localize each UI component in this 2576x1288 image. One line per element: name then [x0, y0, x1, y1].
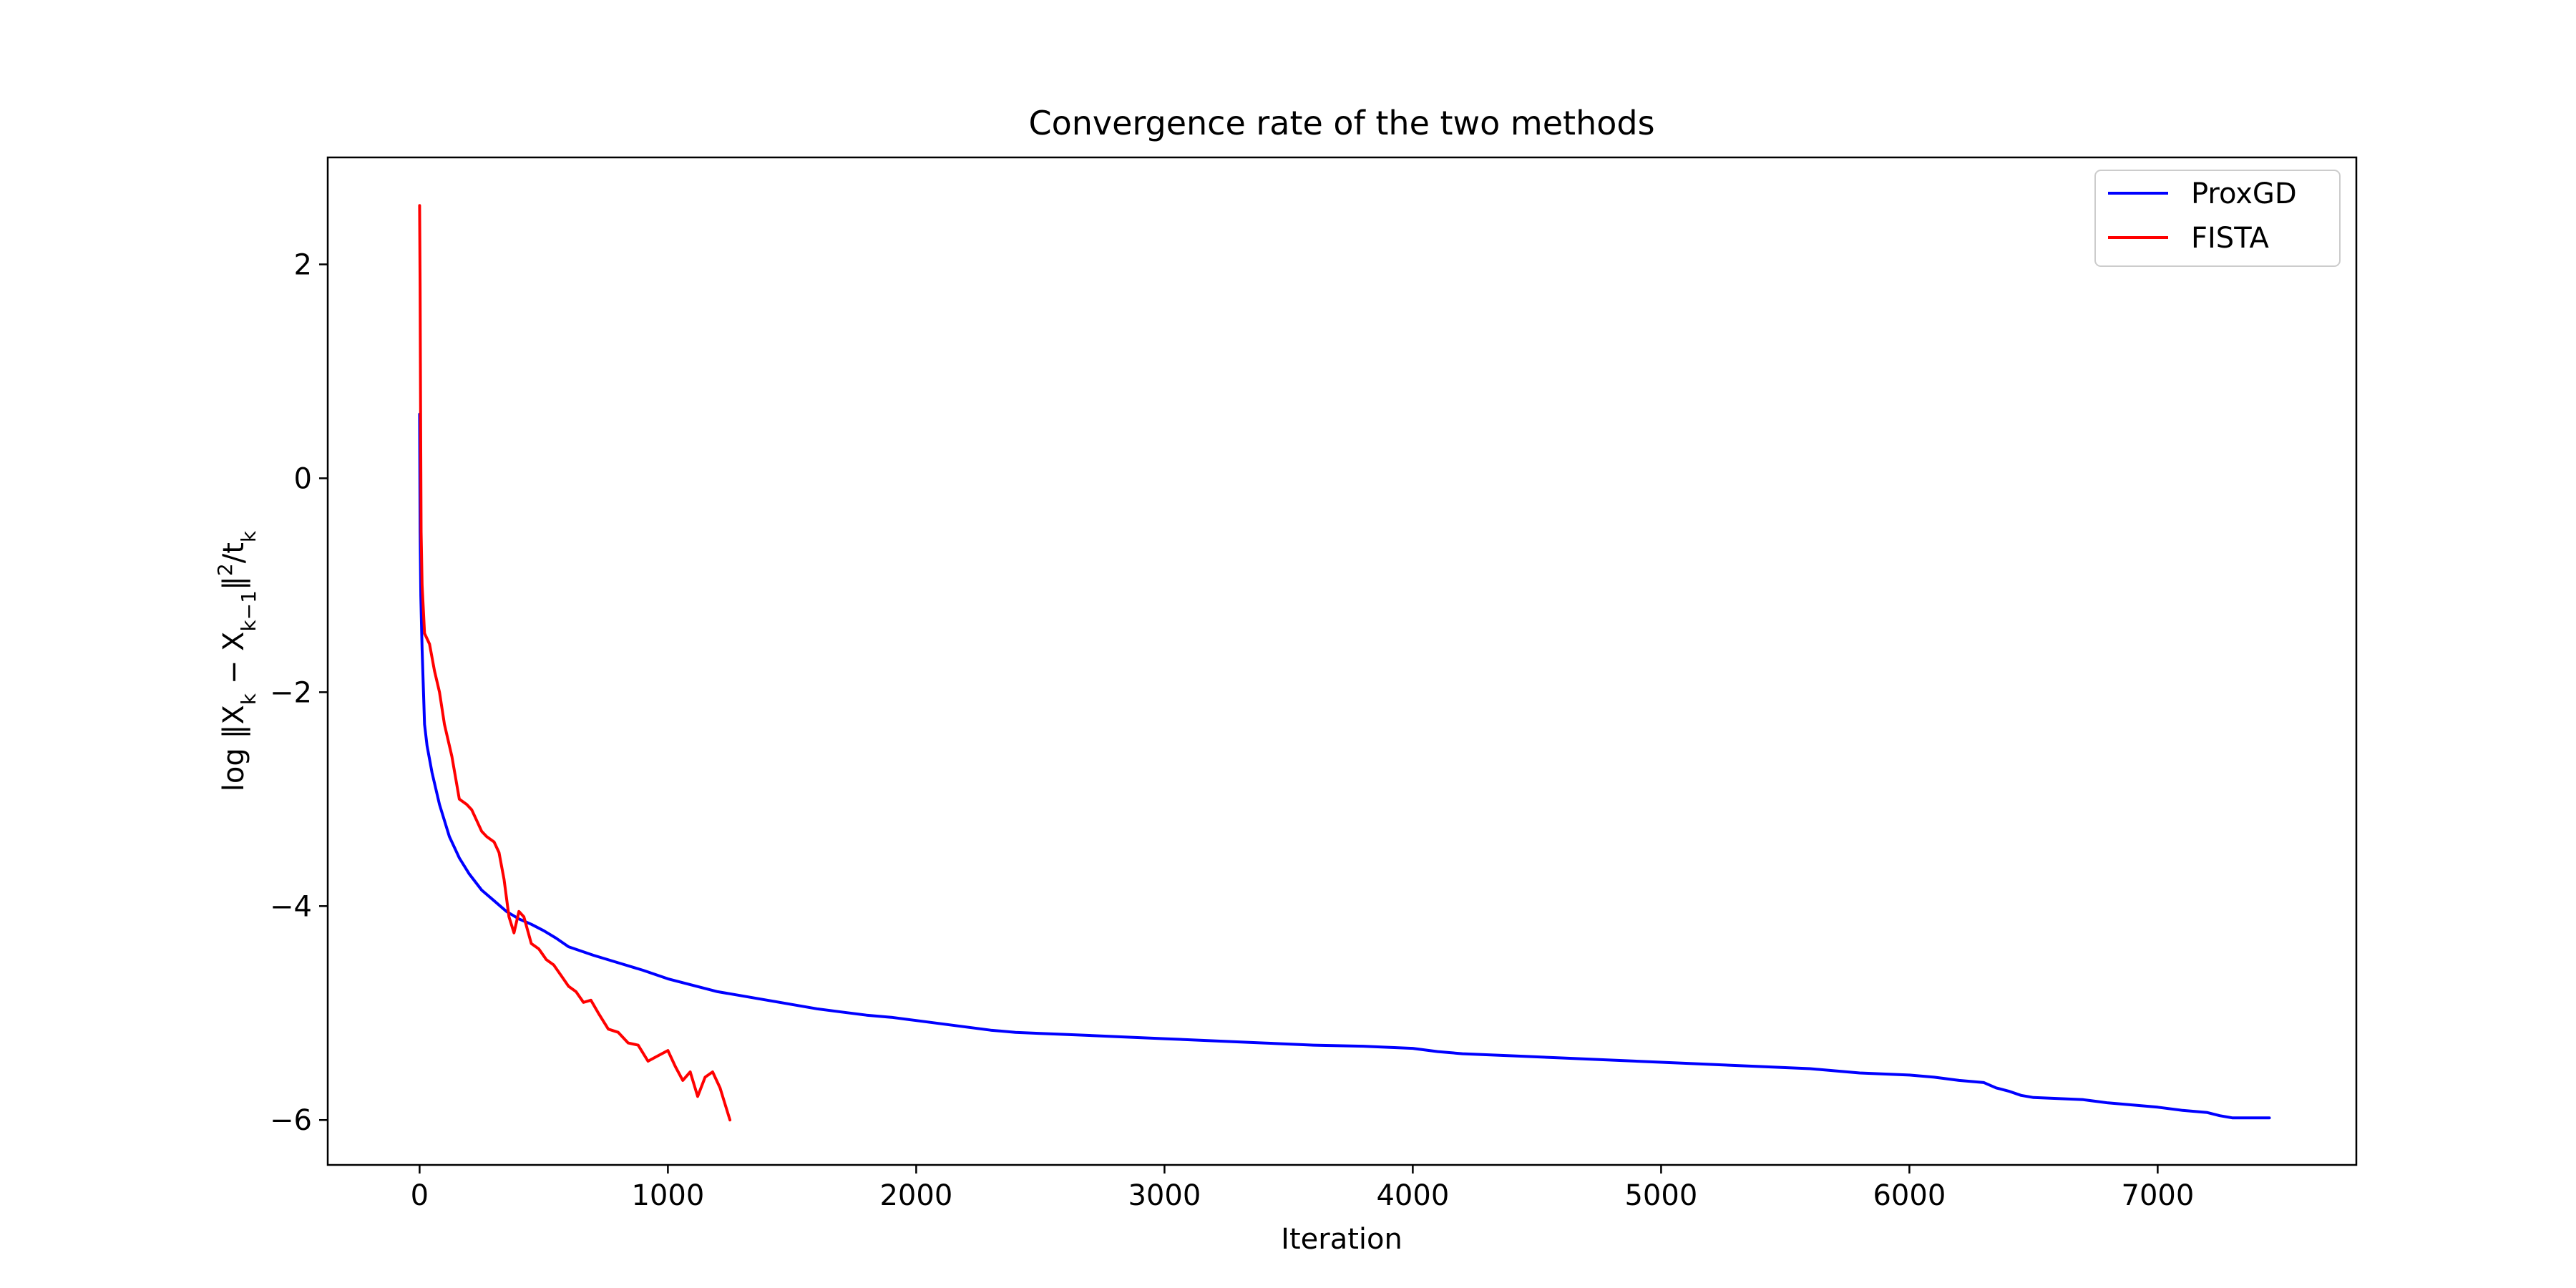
legend: ProxGD FISTA	[2094, 170, 2341, 267]
x-axis-label: Iteration	[1281, 1223, 1402, 1256]
y-axis: −6 −4 −2 0 2	[270, 248, 328, 1137]
x-axis: 0 1000 2000 3000 4000 5000 6000 7000	[411, 1165, 2195, 1212]
y-tick-label: −4	[270, 890, 312, 923]
legend-label-proxgd: ProxGD	[2191, 177, 2297, 210]
y-tick-label: −2	[270, 676, 312, 709]
x-tick-label: 0	[411, 1179, 429, 1212]
x-tick-label: 5000	[1624, 1179, 1697, 1212]
x-tick-label: 4000	[1376, 1179, 1449, 1212]
x-tick-label: 7000	[2122, 1179, 2195, 1212]
x-tick-label: 3000	[1128, 1179, 1201, 1212]
series-line-proxgd	[418, 412, 2271, 1120]
y-tick-label: 2	[294, 248, 312, 281]
plot-frame	[326, 156, 2358, 1166]
x-tick-label: 1000	[631, 1179, 704, 1212]
chart-title: Convergence rate of the two methods	[1028, 104, 1654, 142]
x-tick-label: 2000	[879, 1179, 952, 1212]
legend-label-fista: FISTA	[2191, 222, 2270, 255]
y-tick-label: −6	[270, 1104, 312, 1137]
y-tick-label: 0	[294, 462, 312, 495]
series-line-fista	[418, 204, 732, 1122]
series-layer	[418, 204, 2271, 1122]
x-tick-label: 6000	[1873, 1179, 1946, 1212]
